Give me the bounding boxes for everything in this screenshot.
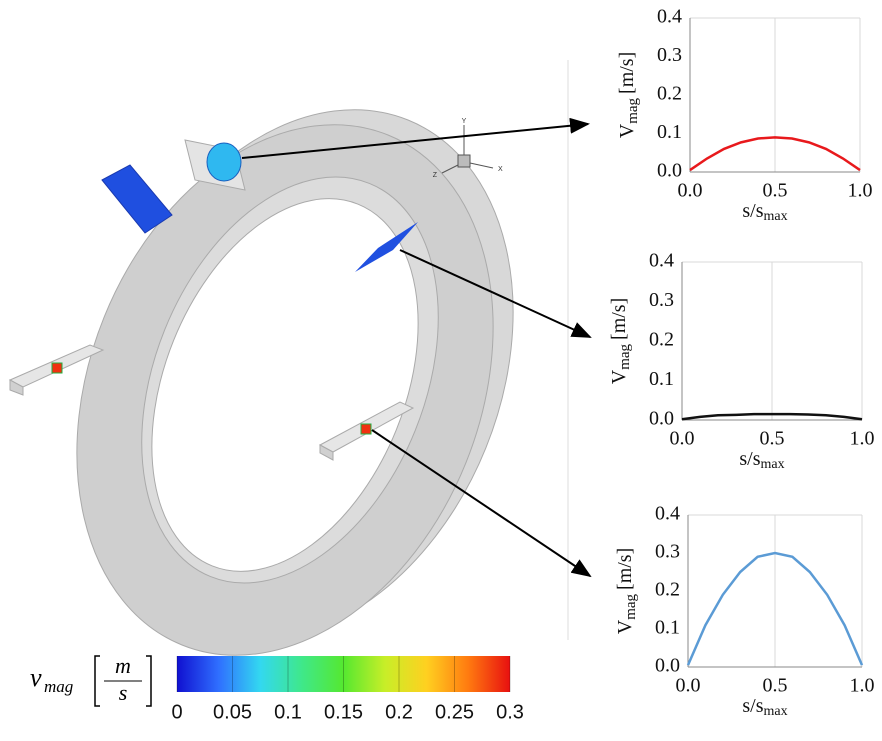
- y-label-main: V: [614, 619, 636, 634]
- y-axis-label: Vmag [m/s]: [616, 52, 642, 139]
- colorbar-tick-label: 0.1: [274, 701, 302, 723]
- y-tick-label: 0.3: [655, 541, 680, 563]
- colorbar-tick-label: 0.2: [385, 701, 413, 723]
- x-label-main: s/s: [739, 448, 760, 470]
- line-series: [681, 412, 863, 421]
- ring-render: Y X Z: [8, 109, 514, 656]
- y-tick-label: 0.4: [655, 503, 680, 525]
- x-tick-label: 0.5: [763, 675, 788, 697]
- x-tick-label: 0.5: [760, 428, 785, 450]
- x-tick-label: 0.0: [678, 180, 703, 202]
- arrow: [399, 249, 592, 338]
- label-num: m: [115, 653, 131, 678]
- x-axis-label: s/smax: [742, 200, 787, 225]
- y-tick-label: 0.4: [657, 6, 682, 28]
- label-main: v: [30, 663, 42, 692]
- colorbar-tick-label: 0.25: [435, 701, 474, 723]
- y-tick-label: 0.2: [657, 83, 682, 105]
- x-label-main: s/s: [742, 200, 763, 222]
- colorbar-tick-label: 0: [171, 701, 182, 723]
- x-tick-label: 1.0: [850, 428, 875, 450]
- colorbar-tick-label: 0.05: [213, 701, 252, 723]
- y-axis-label: Vmag [m/s]: [608, 298, 634, 385]
- y-tick-label: 0.2: [649, 329, 674, 351]
- y-axis-label: Vmag [m/s]: [614, 548, 640, 635]
- colorbar-tick-label: 0.15: [324, 701, 363, 723]
- y-label-unit: [m/s]: [614, 548, 636, 590]
- x-tick-label: 1.0: [848, 180, 873, 202]
- x-tick-label: 0.5: [763, 180, 788, 202]
- y-tick-label: 0.2: [655, 579, 680, 601]
- arrow: [241, 117, 590, 159]
- x-tick-label: 1.0: [850, 675, 875, 697]
- x-label-main: s/s: [742, 695, 763, 717]
- colorbar-tick-label: 0.3: [496, 701, 524, 723]
- arrow: [371, 429, 592, 578]
- triad-label: X: [498, 166, 503, 173]
- x-tick-label: 0.0: [670, 428, 695, 450]
- y-tick-label: 0.1: [657, 121, 682, 143]
- line-series: [686, 551, 864, 666]
- y-tick-label: 0.0: [649, 408, 674, 430]
- triad-label: Y: [462, 118, 467, 125]
- label-den: s: [119, 680, 128, 705]
- x-tick-label: 0.0: [676, 675, 701, 697]
- y-tick-label: 0.4: [649, 250, 674, 272]
- x-label-sub: max: [764, 704, 788, 719]
- x-axis-label: s/smax: [739, 448, 784, 473]
- colorbar-label: v mag m s: [30, 653, 152, 707]
- x-axis-label: s/smax: [742, 695, 787, 720]
- y-tick-label: 0.3: [657, 44, 682, 66]
- colorbar: [177, 656, 510, 692]
- x-label-sub: max: [761, 457, 785, 472]
- y-tick-label: 0.1: [655, 617, 680, 639]
- y-label-sub: mag: [617, 343, 633, 369]
- y-label-main: V: [608, 369, 630, 384]
- y-label-main: V: [616, 123, 638, 138]
- y-label-unit: [m/s]: [616, 52, 638, 94]
- line-series: [689, 136, 861, 172]
- y-tick-label: 0.1: [649, 368, 674, 390]
- label-sub: mag: [44, 677, 73, 696]
- triad-label: Z: [433, 172, 438, 179]
- y-tick-label: 0.0: [657, 160, 682, 182]
- y-tick-label: 0.0: [655, 655, 680, 677]
- x-label-sub: max: [764, 209, 788, 224]
- y-label-unit: [m/s]: [608, 298, 630, 340]
- y-label-sub: mag: [625, 97, 641, 123]
- y-label-sub: mag: [623, 593, 639, 619]
- y-tick-label: 0.3: [649, 289, 674, 311]
